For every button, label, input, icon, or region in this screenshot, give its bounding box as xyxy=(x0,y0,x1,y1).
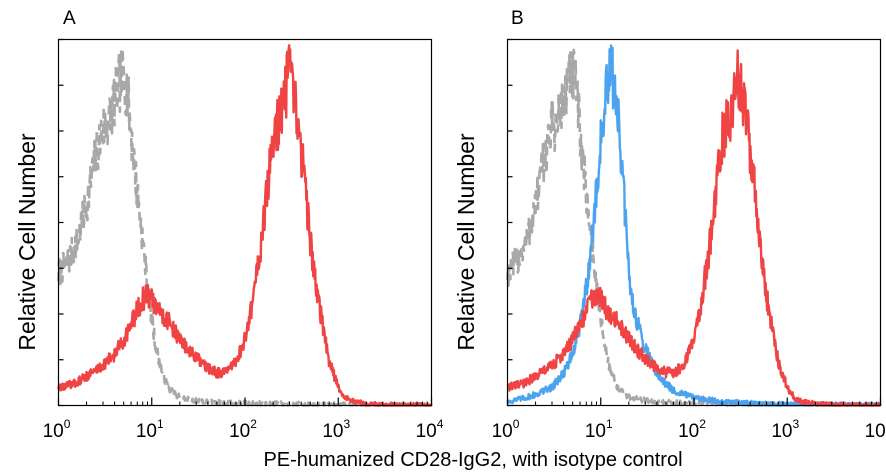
x-tick-label: 102 xyxy=(678,417,706,442)
panel-b-y-ticks xyxy=(507,38,513,407)
panel-b-plot-area xyxy=(506,44,882,407)
panel-b-y-axis-label: Relative Cell Number xyxy=(453,133,479,351)
x-tick-exponent: 3 xyxy=(792,417,799,431)
x-tick-exponent: 2 xyxy=(250,417,257,431)
shared-x-axis-label: PE-humanized CD28-IgG2, with isotype con… xyxy=(263,449,682,471)
x-tick-label: 103 xyxy=(322,417,350,442)
x-tick-label: 100 xyxy=(492,417,520,442)
panel-a-plot-area xyxy=(57,44,433,407)
x-tick-label: 104 xyxy=(416,417,444,442)
x-tick-exponent: 4 xyxy=(437,417,444,431)
panel-b-letter: B xyxy=(511,8,524,29)
x-tick-label: 103 xyxy=(771,417,799,442)
x-tick-label: 101 xyxy=(136,417,164,442)
x-tick-exponent: 3 xyxy=(343,417,350,431)
panel-a-letter: A xyxy=(63,8,76,29)
x-tick-exponent: 0 xyxy=(513,417,520,431)
x-tick-label: 101 xyxy=(585,417,613,442)
histogram-series-2 xyxy=(506,49,882,407)
x-tick-label: 102 xyxy=(229,417,257,442)
x-tick-exponent: 0 xyxy=(64,417,71,431)
panel-a-y-axis-label: Relative Cell Number xyxy=(14,133,40,351)
histogram-panel-a: A Relative Cell Number 100 101 102 103 104 xyxy=(14,8,444,442)
x-tick-exponent: 1 xyxy=(606,417,613,431)
panel-a-x-ticks: 100 101 102 103 104 xyxy=(43,397,444,442)
panel-a-y-ticks xyxy=(58,38,64,407)
x-tick-exponent: 1 xyxy=(157,417,164,431)
x-tick-label: 104 xyxy=(865,417,886,442)
x-tick-label: 100 xyxy=(43,417,71,442)
x-tick-exponent: 2 xyxy=(699,417,706,431)
